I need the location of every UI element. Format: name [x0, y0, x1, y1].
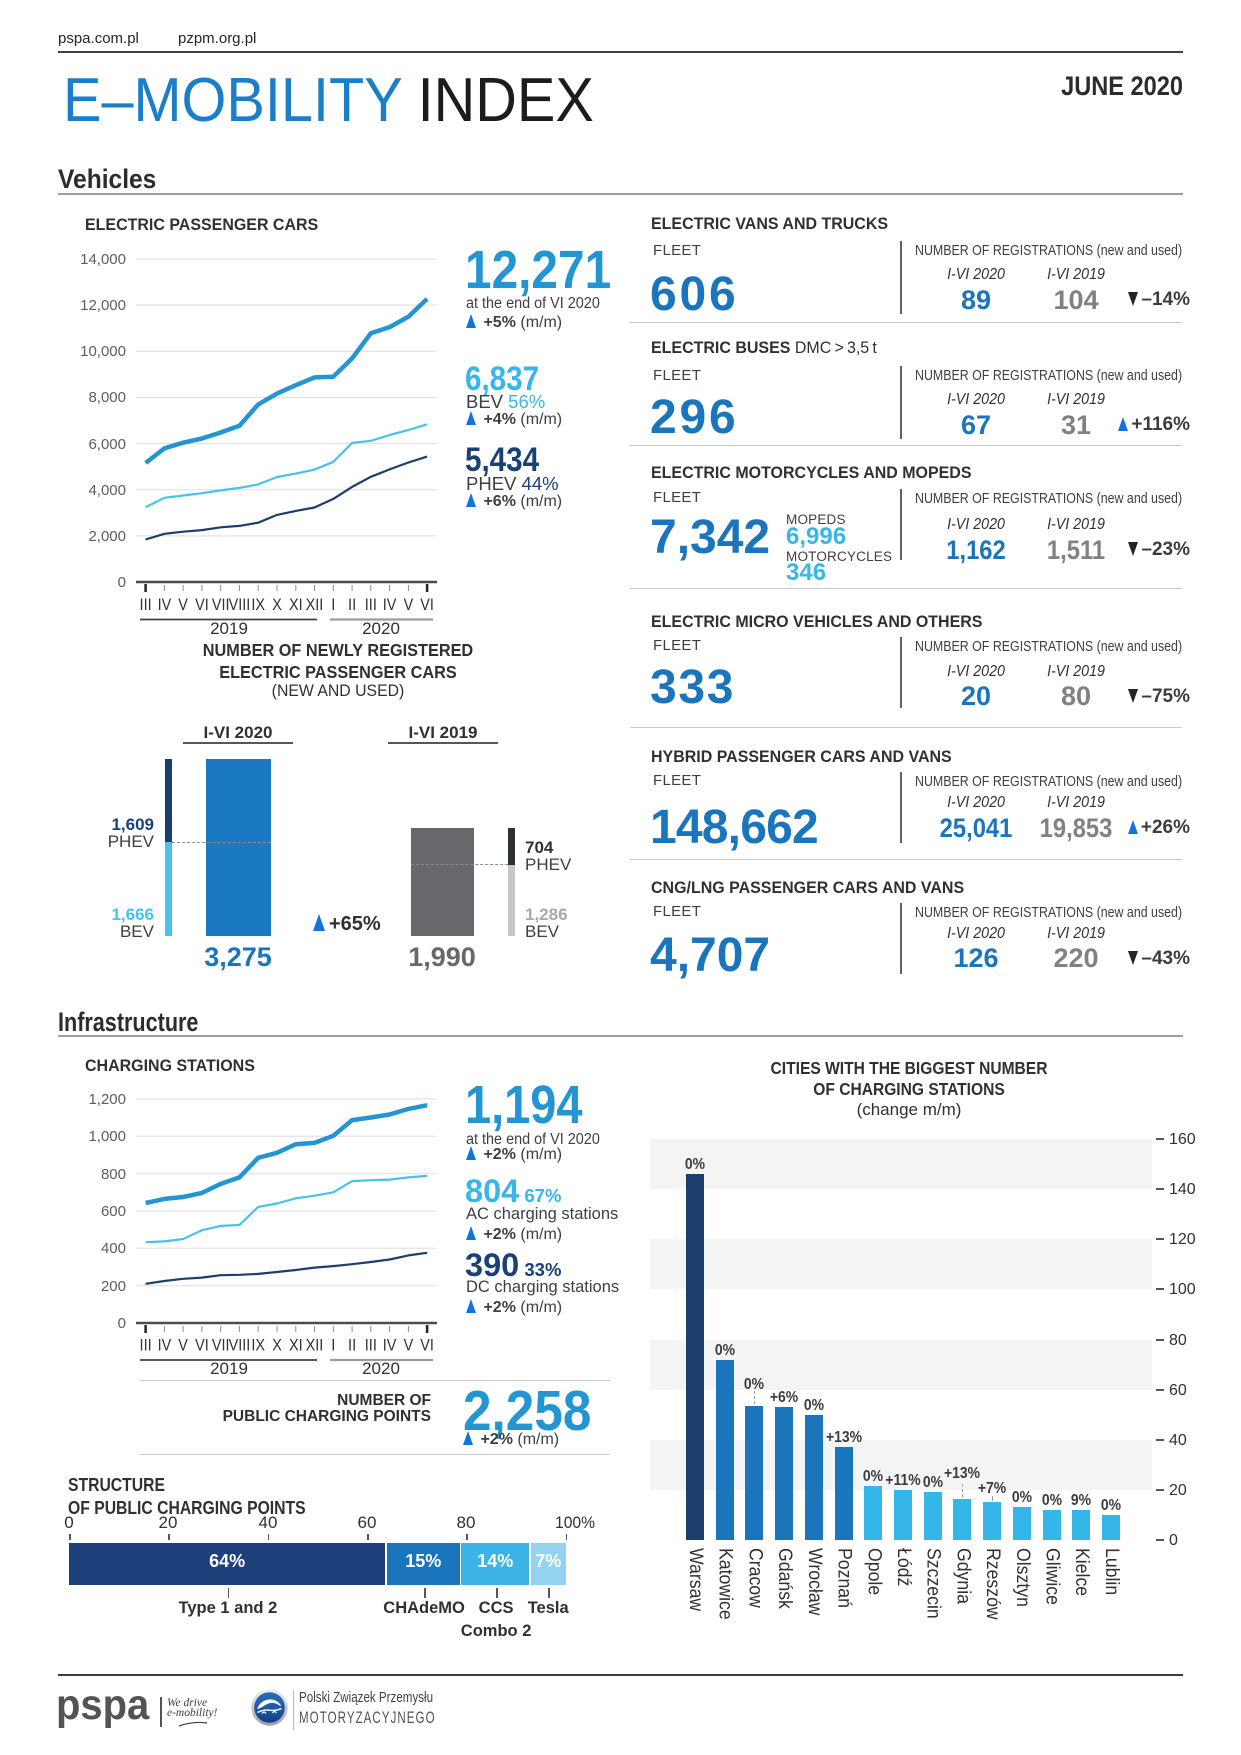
- svg-text:4,000: 4,000: [88, 482, 126, 499]
- svg-text:V: V: [178, 595, 188, 614]
- svg-text:12,000: 12,000: [80, 297, 126, 314]
- svg-text:XII: XII: [306, 1336, 324, 1355]
- svg-text:VI: VI: [195, 595, 209, 614]
- svg-text:VII: VII: [212, 595, 230, 614]
- svg-text:IV: IV: [158, 595, 172, 614]
- svg-text:XII: XII: [306, 595, 324, 614]
- svg-text:2020: 2020: [362, 619, 400, 638]
- svg-text:V: V: [178, 1336, 188, 1355]
- svg-text:I: I: [331, 1336, 335, 1355]
- svg-text:VI: VI: [420, 595, 434, 614]
- svg-text:0: 0: [118, 574, 126, 591]
- svg-text:III: III: [140, 595, 152, 614]
- svg-text:VI: VI: [420, 1336, 434, 1355]
- svg-text:400: 400: [101, 1240, 126, 1257]
- svg-text:800: 800: [101, 1166, 126, 1183]
- svg-text:X: X: [272, 595, 282, 614]
- svg-text:IX: IX: [251, 1336, 265, 1355]
- svg-text:XI: XI: [289, 1336, 303, 1355]
- svg-text:0: 0: [118, 1315, 126, 1332]
- svg-text:2020: 2020: [362, 1359, 400, 1378]
- svg-text:2019: 2019: [210, 1359, 248, 1378]
- svg-text:XI: XI: [289, 595, 303, 614]
- svg-text:1,000: 1,000: [88, 1128, 126, 1145]
- svg-text:III: III: [140, 1336, 152, 1355]
- svg-text:14,000: 14,000: [80, 251, 126, 268]
- svg-text:2019: 2019: [210, 619, 248, 638]
- svg-text:VIII: VIII: [229, 595, 251, 614]
- svg-text:6,000: 6,000: [88, 436, 126, 453]
- svg-text:III: III: [365, 1336, 377, 1355]
- svg-text:VII: VII: [212, 1336, 230, 1355]
- svg-text:IV: IV: [383, 595, 397, 614]
- svg-text:VIII: VIII: [229, 1336, 251, 1355]
- svg-text:III: III: [365, 595, 377, 614]
- svg-text:8,000: 8,000: [88, 389, 126, 406]
- svg-text:V: V: [404, 1336, 414, 1355]
- svg-text:200: 200: [101, 1278, 126, 1295]
- svg-text:2,000: 2,000: [88, 528, 126, 545]
- svg-text:II: II: [348, 595, 356, 614]
- svg-text:V: V: [404, 595, 414, 614]
- svg-text:VI: VI: [195, 1336, 209, 1355]
- svg-text:10,000: 10,000: [80, 343, 126, 360]
- svg-text:IV: IV: [383, 1336, 397, 1355]
- svg-text:I: I: [331, 595, 335, 614]
- svg-text:X: X: [272, 1336, 282, 1355]
- svg-text:II: II: [348, 1336, 356, 1355]
- svg-text:600: 600: [101, 1203, 126, 1220]
- svg-text:IV: IV: [158, 1336, 172, 1355]
- svg-text:IX: IX: [251, 595, 265, 614]
- svg-text:1,200: 1,200: [88, 1091, 126, 1108]
